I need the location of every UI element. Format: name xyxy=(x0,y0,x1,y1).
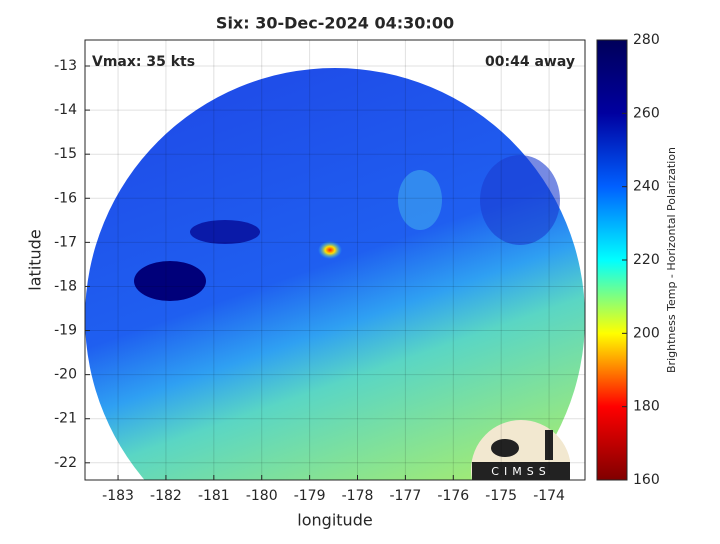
x-tick-label: -176 xyxy=(437,488,469,504)
y-tick-label: -15 xyxy=(54,146,77,162)
annotation: 00:44 away xyxy=(485,54,575,70)
y-tick-label: -22 xyxy=(54,455,77,471)
x-axis-label: longitude xyxy=(297,511,372,530)
y-tick-label: -18 xyxy=(54,278,77,294)
y-tick-label: -17 xyxy=(54,234,77,250)
x-tick-label: -178 xyxy=(342,488,374,504)
x-tick-label: -182 xyxy=(150,488,182,504)
colorbar-tick-label: 180 xyxy=(633,399,660,415)
x-tick-label: -175 xyxy=(485,488,517,504)
y-tick-label: -16 xyxy=(54,190,77,206)
x-tick-label: -179 xyxy=(294,488,326,504)
x-tick-label: -183 xyxy=(102,488,134,504)
x-tick-label: -174 xyxy=(533,488,565,504)
x-tick-label: -181 xyxy=(198,488,230,504)
colorbar-label: Brightness Temp - Horizontal Polarizatio… xyxy=(665,147,678,373)
colorbar-tick-label: 260 xyxy=(633,105,660,121)
colorbar-tick-label: 280 xyxy=(633,32,660,48)
colorbar-tick-label: 220 xyxy=(633,252,660,268)
chart-title: Six: 30-Dec-2024 04:30:00 xyxy=(216,14,454,33)
logo-text: CIMSS xyxy=(491,465,550,478)
plot-frame xyxy=(84,39,586,481)
x-tick-label: -177 xyxy=(390,488,422,504)
swath xyxy=(85,68,585,480)
y-tick-label: -20 xyxy=(54,367,77,383)
y-tick-label: -21 xyxy=(54,411,77,427)
y-tick-label: -19 xyxy=(54,323,77,339)
x-tick-label: -180 xyxy=(246,488,278,504)
colorbar-tick-label: 200 xyxy=(633,325,660,341)
y-tick-label: -14 xyxy=(54,102,77,118)
colorbar-tick-label: 240 xyxy=(633,179,660,195)
logo: CIMSS xyxy=(470,419,570,480)
annotation: Vmax: 35 kts xyxy=(92,54,195,70)
colorbar-tick-label: 160 xyxy=(633,472,660,488)
y-axis-label: latitude xyxy=(26,229,45,290)
y-tick-label: -13 xyxy=(54,58,77,74)
